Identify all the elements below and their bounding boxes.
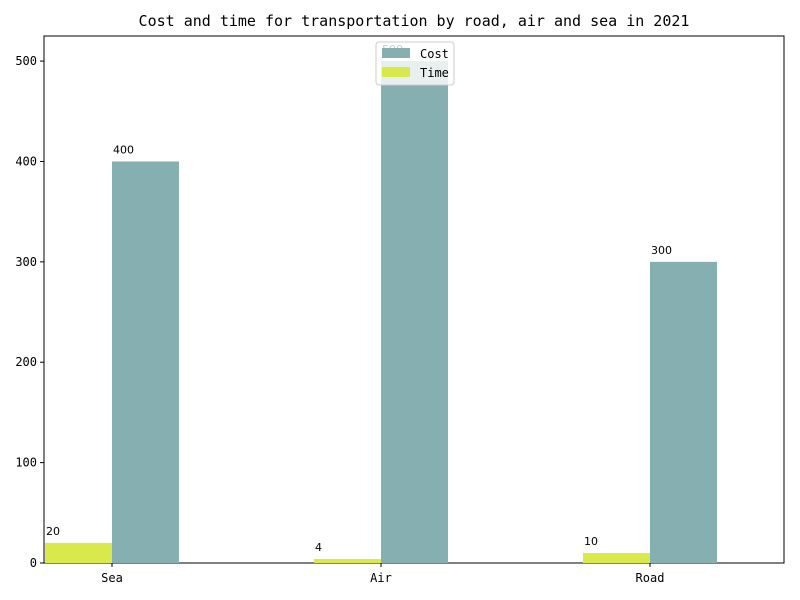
x-tick-label-sea: Sea: [101, 571, 123, 585]
data-label-time-air: 4: [315, 541, 322, 554]
bars-group: [45, 61, 717, 563]
bar-time-air: [314, 558, 381, 563]
chart-title: Cost and time for transportation by road…: [139, 12, 690, 30]
bar-cost-road: [650, 261, 717, 563]
legend: Cost Time: [375, 41, 455, 86]
x-axis: Sea Air Road: [101, 563, 664, 585]
y-axis: 0 100 200 300 400 500: [15, 54, 44, 570]
legend-label-time: Time: [420, 66, 449, 80]
bar-time-road: [583, 552, 650, 563]
x-tick-label-air: Air: [370, 571, 392, 585]
data-label-cost-road: 300: [651, 244, 672, 257]
y-tick-label: 200: [15, 355, 37, 369]
bar-cost-sea: [112, 161, 179, 563]
x-tick-label-road: Road: [636, 571, 665, 585]
legend-label-cost: Cost: [420, 47, 449, 61]
y-tick-label: 500: [15, 54, 37, 68]
y-tick-label: 300: [15, 255, 37, 269]
y-tick-label: 100: [15, 456, 37, 470]
y-tick-label: 0: [30, 556, 37, 570]
legend-swatch-cost: [382, 48, 410, 58]
data-labels-group: 20410400500300: [46, 43, 672, 554]
legend-swatch-time: [382, 67, 410, 77]
data-label-time-sea: 20: [46, 525, 60, 538]
bar-time-sea: [45, 542, 112, 563]
y-tick-label: 400: [15, 154, 37, 168]
data-label-time-road: 10: [584, 535, 598, 548]
bar-cost-air: [381, 61, 448, 563]
data-label-cost-sea: 400: [113, 143, 134, 156]
